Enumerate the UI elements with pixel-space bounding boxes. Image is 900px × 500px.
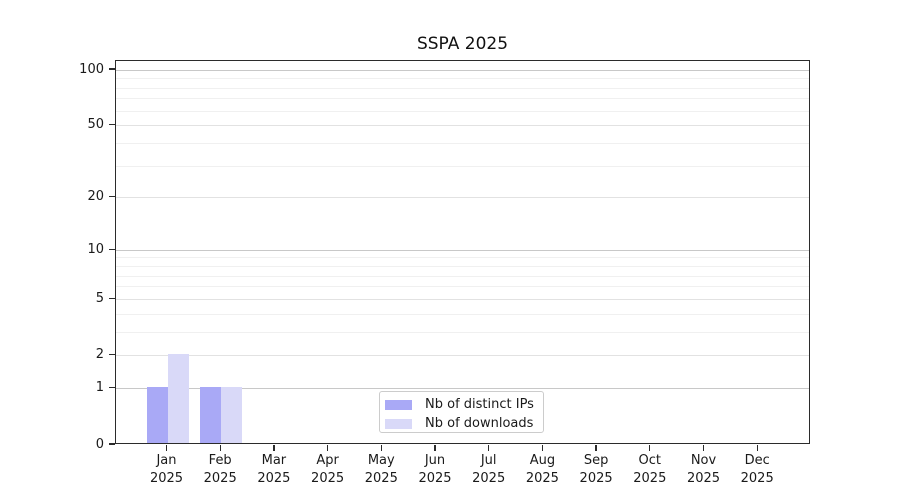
legend-entry-downloads: Nb of downloads	[385, 414, 535, 433]
x-tick-month: Mar	[261, 453, 287, 468]
legend-label-downloads: Nb of downloads	[425, 416, 534, 431]
y-tick-label: 50	[87, 117, 104, 133]
legend-swatch-distinct-ips	[385, 399, 412, 410]
x-tick-month: Apr	[316, 453, 339, 468]
x-tick-label: Jul 2025	[461, 452, 517, 488]
x-tick-month: Jan	[156, 453, 177, 468]
y-tick-mark	[108, 68, 115, 70]
legend: Nb of distinct IPs Nb of downloads	[379, 391, 544, 433]
x-tick-mark	[380, 444, 382, 451]
gridline-minor	[116, 87, 809, 89]
gridline-minor	[116, 331, 809, 333]
gridline-minor	[116, 275, 809, 277]
x-tick-mark	[488, 444, 490, 451]
gridline-minor	[116, 286, 809, 288]
y-tick-label: 1	[95, 380, 104, 396]
x-tick-year: 2025	[579, 471, 613, 486]
y-tick-label: 2	[95, 347, 104, 363]
y-tick-label: 20	[87, 189, 104, 205]
x-tick-mark	[595, 444, 597, 451]
x-tick-year: 2025	[686, 471, 721, 486]
legend-entry-distinct-ips: Nb of distinct IPs	[385, 395, 535, 414]
y-tick-mark	[108, 443, 115, 445]
x-tick-label: Apr 2025	[300, 452, 356, 488]
bar-downloads	[167, 353, 189, 443]
x-tick-year: 2025	[203, 471, 237, 486]
bar-downloads	[221, 386, 243, 443]
y-tick-label: 0	[95, 436, 104, 452]
x-tick-month: May	[367, 453, 395, 468]
x-tick-year: 2025	[311, 471, 345, 486]
x-tick-label: Dec 2025	[729, 452, 785, 488]
x-tick-year: 2025	[740, 471, 774, 486]
x-tick-month: Jun	[424, 453, 446, 468]
x-tick-label: Jun 2025	[407, 452, 463, 488]
plot-area	[115, 60, 810, 444]
chart-title: SSPA 2025	[416, 34, 509, 54]
x-tick-mark	[702, 444, 705, 451]
x-tick-year: 2025	[633, 471, 667, 486]
y-tick-label: 10	[87, 241, 104, 257]
gridline-major	[116, 249, 809, 251]
x-tick-label: Nov 2025	[676, 452, 732, 488]
x-tick-mark	[434, 444, 436, 451]
legend-label-distinct-ips: Nb of distinct IPs	[425, 397, 534, 412]
x-tick-year: 2025	[525, 471, 559, 486]
x-tick-label: Oct 2025	[622, 452, 678, 488]
x-tick-month: Jul	[480, 453, 497, 468]
x-tick-mark	[219, 444, 221, 451]
x-tick-month: Dec	[744, 453, 770, 468]
x-tick-month: Feb	[208, 453, 232, 468]
x-tick-mark	[165, 444, 168, 451]
x-tick-mark	[756, 444, 758, 451]
x-tick-mark	[326, 444, 329, 451]
x-tick-mark	[541, 444, 544, 451]
y-tick-mark	[108, 354, 115, 356]
bar-distinct-ips	[200, 386, 222, 443]
gridline-minor	[116, 98, 809, 100]
gridline-minor	[116, 110, 809, 112]
gridline-minor	[116, 165, 809, 167]
y-tick-mark	[108, 123, 115, 126]
gridline-minor	[116, 266, 809, 268]
gridline-major	[116, 69, 809, 71]
gridline-minor	[116, 142, 809, 144]
x-tick-label: Aug 2025	[514, 452, 570, 488]
y-tick-mark	[108, 387, 115, 389]
y-tick-mark	[108, 297, 115, 300]
legend-swatch-downloads	[385, 418, 412, 429]
x-tick-year: 2025	[364, 471, 398, 486]
y-tick-label: 5	[95, 290, 104, 306]
x-tick-label: Feb 2025	[192, 452, 248, 488]
gridline-sub	[116, 197, 809, 199]
y-tick-mark	[108, 248, 115, 250]
x-tick-year: 2025	[257, 471, 291, 486]
x-tick-year: 2025	[472, 471, 506, 486]
gridline-major	[116, 388, 809, 390]
x-tick-mark	[273, 444, 275, 451]
gridline-minor	[116, 78, 809, 80]
gridline-minor	[116, 257, 809, 259]
x-tick-year: 2025	[418, 471, 452, 486]
x-tick-month: Aug	[529, 453, 556, 468]
x-tick-label: Mar 2025	[246, 452, 302, 488]
x-tick-label: Sep 2025	[568, 452, 624, 488]
y-tick-mark	[108, 196, 115, 198]
gridline-sub	[116, 298, 809, 300]
gridline-sub	[116, 125, 809, 127]
x-tick-label: May 2025	[353, 452, 409, 488]
gridline-minor	[116, 313, 809, 315]
x-tick-label: Jan 2025	[139, 452, 195, 488]
y-tick-label: 100	[79, 61, 104, 77]
x-tick-month: Sep	[583, 453, 609, 468]
bar-distinct-ips	[146, 386, 168, 443]
x-tick-month: Oct	[638, 453, 662, 468]
gridline-sub	[116, 355, 809, 357]
x-tick-mark	[649, 444, 651, 451]
x-tick-year: 2025	[149, 471, 184, 486]
x-tick-month: Nov	[690, 453, 717, 468]
